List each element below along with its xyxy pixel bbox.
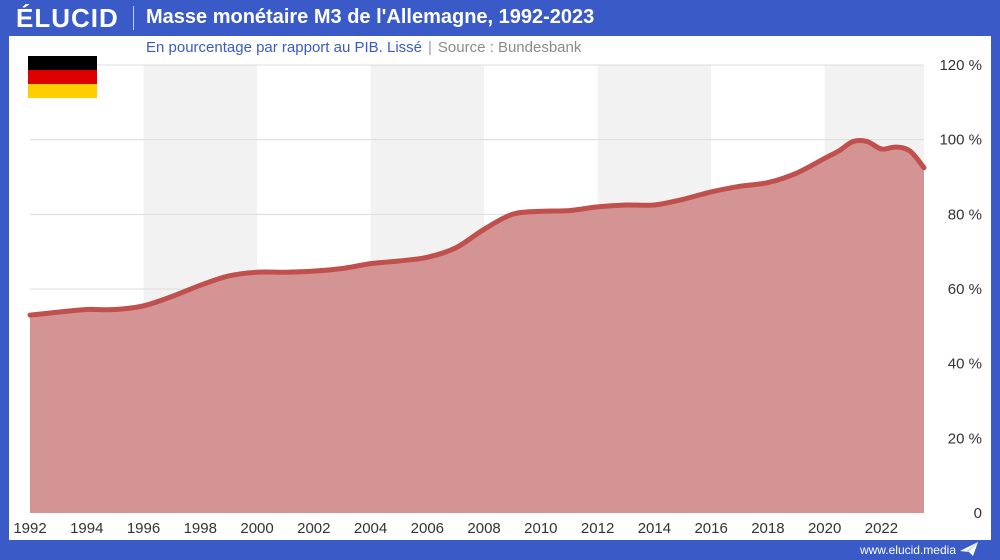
x-tick-label: 1992 [13,520,46,537]
subtitle-separator: | [428,39,432,56]
flag-stripe-gold [28,84,97,98]
elucid-paper-plane-icon [960,542,978,556]
x-tick-label: 1998 [184,520,217,537]
y-tick-label: 40 % [948,356,982,373]
x-axis-ticks: 1992 1994 1996 1998 2000 2002 2004 2006 2008 2010… [13,520,898,537]
y-tick-label: 20 % [948,430,982,447]
footer-bar: www.elucid.media [0,540,1000,560]
footer-url-link[interactable]: www.elucid.media [859,543,956,557]
flag-stripe-black [28,56,97,70]
logo-separator [133,6,134,30]
x-tick-label: 2000 [240,520,273,537]
header-bar: ÉLUCID Masse monétaire M3 de l'Allemagne… [0,0,1000,36]
x-tick-label: 2008 [467,520,500,537]
x-tick-label: 2012 [581,520,614,537]
x-tick-label: 2016 [694,520,727,537]
y-tick-label: 0 [974,505,982,522]
x-tick-label: 2010 [524,520,557,537]
x-tick-label: 1994 [70,520,103,537]
x-tick-label: 2006 [411,520,444,537]
chart-subtitle: En pourcentage par rapport au PIB. Lissé… [146,39,581,56]
x-tick-label: 2022 [865,520,898,537]
m3-area [30,140,924,514]
x-tick-label: 2002 [297,520,330,537]
flag-stripe-red [28,70,97,84]
y-tick-label: 100 % [939,132,982,149]
x-tick-label: 2018 [751,520,784,537]
x-tick-label: 2020 [808,520,841,537]
subtitle-main: En pourcentage par rapport au PIB. Lissé [146,39,423,56]
germany-flag-icon [28,56,97,98]
y-tick-label: 120 % [939,57,982,74]
x-tick-label: 2014 [638,520,671,537]
elucid-logo[interactable]: ÉLUCID [16,3,119,33]
chart-title: Masse monétaire M3 de l'Allemagne, 1992-… [146,6,595,28]
x-tick-label: 1996 [127,520,160,537]
x-tick-label: 2004 [354,520,387,537]
y-tick-label: 60 % [948,281,982,298]
m3-line [27,137,927,318]
y-axis-ticks: 0 20 % 40 % 60 % 80 % 100 % 120 % [939,57,982,522]
y-tick-label: 80 % [948,206,982,223]
source-label: Source : Bundesbank [437,39,582,56]
